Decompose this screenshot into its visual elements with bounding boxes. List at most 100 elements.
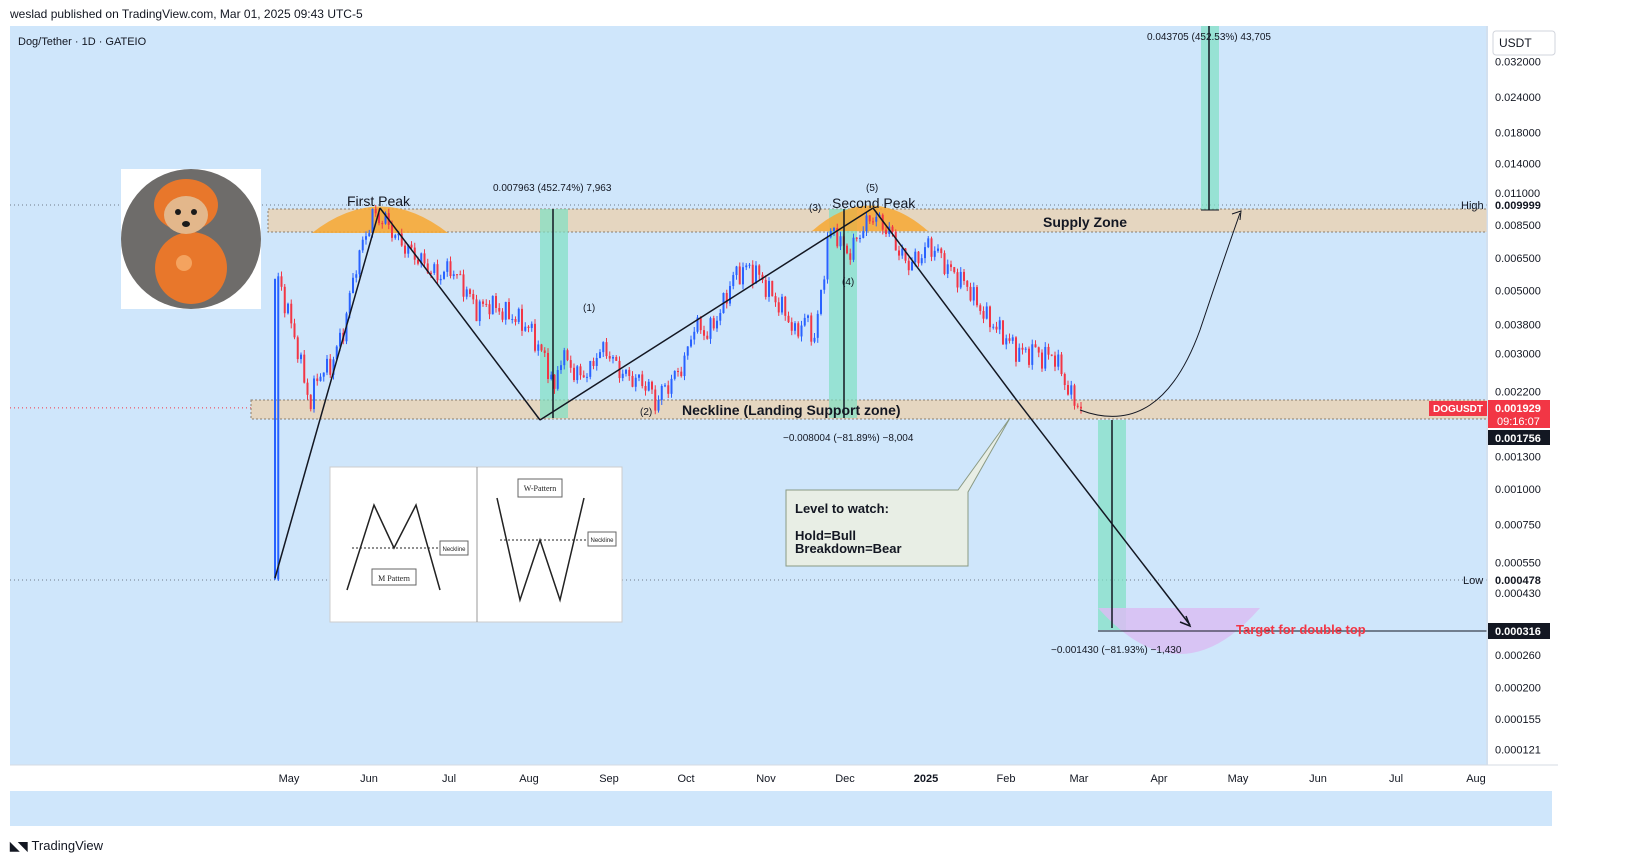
time-axis-background xyxy=(10,765,1558,791)
candle-body xyxy=(683,355,686,377)
candle-body xyxy=(794,323,796,331)
y-tick-label: 0.001300 xyxy=(1495,452,1541,464)
y-tick-label: 0.003000 xyxy=(1495,348,1541,360)
candle-body xyxy=(397,233,400,236)
candle-body xyxy=(696,317,699,332)
candle-body xyxy=(738,266,741,285)
candle-body xyxy=(940,248,943,254)
candle-body xyxy=(992,326,995,328)
candle-body xyxy=(485,303,488,305)
candle-body xyxy=(667,385,670,394)
callout-line1: Hold=Bull xyxy=(795,528,856,543)
candle-body xyxy=(446,261,449,272)
candle-body xyxy=(979,305,982,311)
candle-body xyxy=(478,301,481,322)
candle-body xyxy=(547,352,549,380)
candle-body xyxy=(771,280,774,297)
candle-body xyxy=(530,323,533,329)
w-neckline-box xyxy=(587,531,617,547)
projection-arrow xyxy=(1179,615,1192,628)
candle-body xyxy=(855,237,858,239)
candle-body xyxy=(420,253,423,264)
candle-body xyxy=(287,303,289,314)
candle-body xyxy=(673,370,676,379)
candle-body xyxy=(628,369,631,376)
candle-body xyxy=(839,236,842,247)
candle-body xyxy=(423,253,426,264)
candle-body xyxy=(1080,406,1082,409)
candle-body xyxy=(348,293,351,314)
candle-body xyxy=(641,374,644,387)
candle-body xyxy=(514,318,517,322)
y-tick-label: 0.000200 xyxy=(1495,682,1541,694)
wave-2-label: (2) xyxy=(640,407,652,418)
inset-frame xyxy=(329,466,623,623)
y-tick-label: 0.000430 xyxy=(1495,588,1541,600)
candle-body xyxy=(836,227,839,247)
candle-body xyxy=(735,266,738,276)
x-tick-label: Apr xyxy=(1150,773,1167,785)
candle-body xyxy=(755,265,757,284)
candle-body xyxy=(280,276,283,287)
candle-body xyxy=(1070,385,1073,395)
candle-body xyxy=(686,346,689,356)
last-price: 0.001929 xyxy=(1495,403,1541,415)
candle-body xyxy=(930,238,933,257)
candle-body xyxy=(1060,354,1063,374)
candle-body xyxy=(904,248,907,261)
annotations: First Peak Second Peak Supply Zone Neckline… xyxy=(347,32,1484,656)
candle-body xyxy=(563,350,566,366)
candle-body xyxy=(911,262,913,271)
measure-down-label: −0.008004 (−81.89%) −8,004 xyxy=(783,433,914,444)
x-tick-label: Dec xyxy=(835,773,855,785)
candle-body xyxy=(296,337,299,360)
candle-body xyxy=(787,315,790,323)
candle-body xyxy=(303,354,306,383)
x-tick-label: Aug xyxy=(1466,773,1486,785)
candle-body xyxy=(615,357,618,361)
candle-body xyxy=(498,307,501,312)
candle-body xyxy=(582,375,585,378)
candle-body xyxy=(985,306,988,319)
candle-body xyxy=(745,265,748,268)
x-tick-label: Sep xyxy=(599,773,619,785)
candle-body xyxy=(956,272,959,288)
candle-body xyxy=(495,296,497,308)
x-tick-label: Jun xyxy=(360,773,378,785)
candle-body xyxy=(449,261,452,277)
bitcoin-badge xyxy=(176,255,192,271)
candle-body xyxy=(605,342,608,357)
candle-body xyxy=(504,302,507,320)
neckline-label: Neckline (Landing Support zone) xyxy=(682,402,901,418)
footer-brand: TradingView xyxy=(31,838,104,853)
candle-body xyxy=(712,318,715,329)
candle-body xyxy=(465,289,468,297)
candle-body xyxy=(1002,320,1004,345)
candle-body xyxy=(612,357,614,359)
candle-body xyxy=(660,386,663,400)
inset-pattern-image: M Pattern W-Pattern Neckline Neckline xyxy=(329,466,623,623)
candle-body xyxy=(768,280,770,297)
candle-body xyxy=(703,330,705,336)
price-axis-background xyxy=(1488,26,1558,766)
candle-body xyxy=(400,233,403,246)
candle-body xyxy=(316,378,319,382)
wave-3-label: (3) xyxy=(809,203,821,214)
supply-zone-label: Supply Zone xyxy=(1043,214,1127,230)
candle-body xyxy=(371,208,374,234)
candle-body xyxy=(430,272,432,274)
candle-body xyxy=(462,274,465,297)
candle-body xyxy=(1011,337,1014,341)
dog-eye xyxy=(191,209,197,215)
x-tick-label: May xyxy=(1228,773,1249,785)
footer: ◣◥ TradingView xyxy=(10,838,103,853)
x-tick-label: Nov xyxy=(756,773,776,785)
symbol-tag: DOGUSDT xyxy=(1433,404,1483,415)
candle-body xyxy=(852,237,855,260)
candle-body xyxy=(332,359,335,375)
second-peak-label: Second Peak xyxy=(832,195,916,211)
candle-body xyxy=(1073,385,1076,406)
candle-body xyxy=(404,245,406,254)
candle-body xyxy=(917,251,920,264)
